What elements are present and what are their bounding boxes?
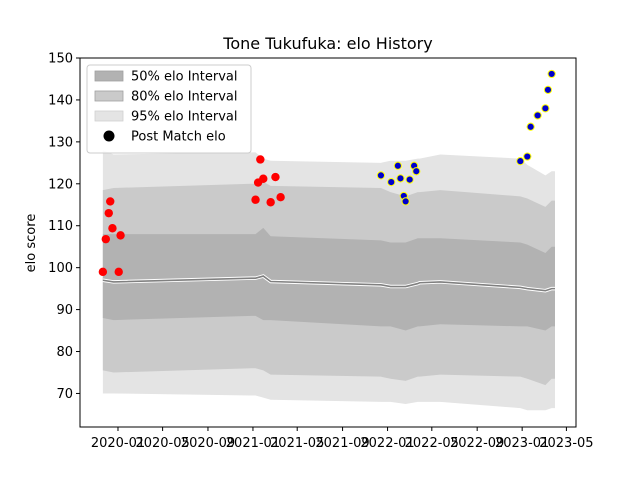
data-point-s1-5 bbox=[401, 197, 410, 206]
y-tick-label-140: 140 bbox=[48, 93, 73, 108]
data-point-s0-12 bbox=[271, 172, 280, 182]
x-tick-label-2021-09: 2021-09 bbox=[315, 436, 369, 451]
data-point-s0-1 bbox=[101, 234, 111, 244]
y-tick-label-100: 100 bbox=[48, 261, 73, 276]
y-tick-label-110: 110 bbox=[48, 219, 73, 234]
x-tick-label-2022-05: 2022-05 bbox=[405, 436, 459, 451]
y-axis-label: elo score bbox=[24, 214, 39, 273]
x-tick-label-2021-05: 2021-05 bbox=[270, 436, 324, 451]
data-point-s0-9 bbox=[256, 155, 265, 164]
axes: 7080901001101201301401502020-012020-0520… bbox=[48, 52, 593, 452]
data-point-s1-8 bbox=[412, 167, 421, 176]
legend-swatch-1 bbox=[94, 90, 124, 102]
y-tick-label-130: 130 bbox=[48, 135, 73, 150]
axes-frame bbox=[79, 57, 577, 428]
data-point-s0-13 bbox=[276, 193, 285, 202]
data-point-s1-15 bbox=[547, 69, 556, 79]
legend: 50% elo Interval 80% elo Interval 95% elo … bbox=[86, 64, 252, 154]
x-tick-label-2021-01: 2021-01 bbox=[226, 436, 280, 451]
y-tick-label-150: 150 bbox=[48, 52, 73, 67]
legend-box bbox=[86, 64, 252, 154]
x-tick-label-2022-09: 2022-09 bbox=[450, 436, 504, 451]
y-tick-label-90: 90 bbox=[56, 303, 73, 318]
x-tick-label-2020-09: 2020-09 bbox=[181, 436, 235, 451]
data-point-s0-2 bbox=[104, 208, 113, 218]
legend-swatch-0 bbox=[94, 70, 124, 82]
legend-label-2: 95% elo Interval bbox=[131, 110, 238, 125]
x-tick-label-2020-01: 2020-01 bbox=[91, 436, 145, 451]
data-point-s1-12 bbox=[533, 111, 542, 120]
y-tick-label-120: 120 bbox=[48, 177, 73, 192]
x-tick-label-2023-05: 2023-05 bbox=[539, 436, 593, 451]
data-point-s1-13 bbox=[541, 104, 550, 113]
legend-swatch-2 bbox=[94, 110, 124, 122]
data-point-s0-7 bbox=[251, 195, 260, 204]
data-point-s1-1 bbox=[387, 178, 396, 187]
legend-label-3: Post Match elo bbox=[131, 130, 226, 145]
y-tick-label-70: 70 bbox=[56, 387, 73, 402]
data-point-s1-0 bbox=[376, 171, 386, 180]
data-point-s1-10 bbox=[523, 152, 532, 161]
legend-label-0: 50% elo Interval bbox=[131, 70, 238, 85]
data-point-s1-2 bbox=[393, 161, 402, 170]
data-point-s1-9 bbox=[516, 157, 525, 166]
x-tick-label-2023-01: 2023-01 bbox=[495, 436, 549, 451]
data-point-s0-4 bbox=[108, 224, 117, 233]
legend-marker-3 bbox=[103, 130, 115, 142]
data-point-s1-6 bbox=[405, 175, 414, 184]
data-point-s1-14 bbox=[543, 85, 553, 94]
data-point-s0-10 bbox=[259, 174, 268, 183]
data-point-s0-6 bbox=[116, 231, 125, 240]
plot-area bbox=[98, 69, 556, 411]
mean-line bbox=[102, 275, 555, 292]
data-point-s1-11 bbox=[526, 122, 535, 131]
band-50 bbox=[102, 227, 555, 331]
data-point-s1-3 bbox=[396, 174, 405, 183]
data-point-s0-3 bbox=[106, 197, 115, 206]
legend-label-1: 80% elo Interval bbox=[131, 90, 238, 105]
data-point-s0-5 bbox=[114, 267, 123, 277]
y-tick-label-80: 80 bbox=[56, 345, 73, 360]
x-tick-label-2020-05: 2020-05 bbox=[135, 436, 189, 451]
chart-title: Tone Tukufuka: elo History bbox=[222, 34, 432, 53]
x-tick-label-2022-01: 2022-01 bbox=[360, 436, 414, 451]
data-point-s0-11 bbox=[266, 198, 275, 207]
data-point-s0-0 bbox=[98, 267, 108, 277]
